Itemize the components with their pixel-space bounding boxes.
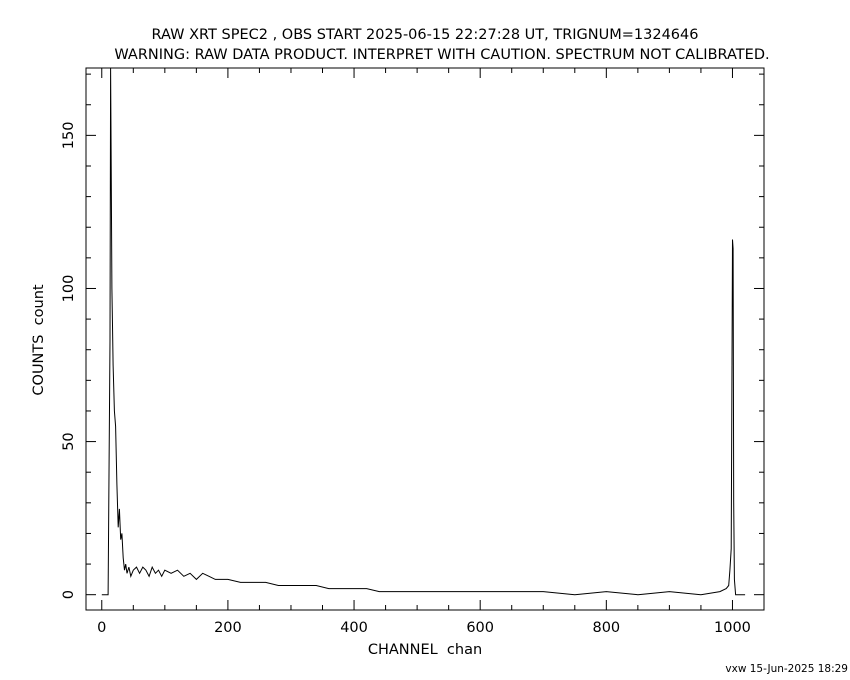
x-tick-label: 0 — [97, 620, 106, 636]
spectrum-series-line — [101, 67, 746, 596]
x-tick-label: 800 — [592, 620, 620, 636]
x-tick-label: 600 — [466, 620, 494, 636]
chart-title: RAW XRT SPEC2 , OBS START 2025-06-15 22:… — [152, 27, 699, 43]
x-axis-tick-labels: 0 200 400 600 800 1000 — [97, 620, 751, 636]
chart-subtitle: WARNING: RAW DATA PRODUCT. INTERPRET WIT… — [114, 47, 769, 63]
x-tick-label: 200 — [214, 620, 242, 636]
y-axis-label: COUNTS count — [31, 284, 47, 396]
x-tick-label: 1000 — [714, 620, 751, 636]
x-axis-label: CHANNEL chan — [368, 642, 482, 658]
y-axis-ticks — [86, 73, 764, 596]
y-tick-label: 50 — [61, 432, 77, 450]
y-tick-label: 100 — [61, 275, 77, 303]
footer-timestamp: vxw 15-Jun-2025 18:29 — [725, 663, 848, 675]
x-axis-ticks — [101, 68, 733, 610]
x-tick-label: 400 — [340, 620, 368, 636]
y-axis-tick-labels: 0 50 100 150 — [61, 122, 77, 600]
y-tick-label: 150 — [61, 122, 77, 150]
y-tick-label: 0 — [61, 590, 77, 599]
plot-frame — [85, 67, 765, 611]
